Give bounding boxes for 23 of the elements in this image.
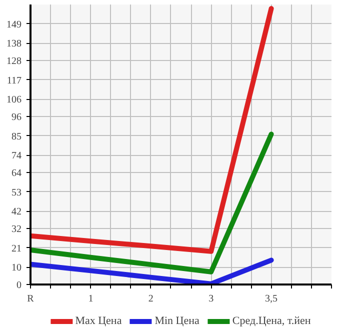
x-tick-label: 3 xyxy=(208,294,214,304)
x-tick-label: 1 xyxy=(88,294,94,304)
y-tick-label: 96 xyxy=(12,112,22,123)
y-tick-label: 53 xyxy=(12,187,22,198)
y-tick-label: 138 xyxy=(6,38,22,50)
y-tick-label: 128 xyxy=(6,56,22,67)
y-tick-label: 21 xyxy=(12,243,22,254)
legend-label: Max Цена xyxy=(75,315,122,327)
x-tick-label: 3,5 xyxy=(265,294,278,304)
y-tick-label: 149 xyxy=(6,19,22,30)
y-tick-label: 10 xyxy=(12,262,22,274)
y-tick-label: 74 xyxy=(12,150,22,162)
legend-label: Min Цена xyxy=(154,315,200,327)
legend-label: Сред.Цена, т.йен xyxy=(232,315,311,327)
y-tick-label: 117 xyxy=(6,75,22,86)
y-tick-label: 85 xyxy=(12,131,22,142)
y-tick-label: 106 xyxy=(6,94,22,106)
x-tick-label: 2 xyxy=(148,294,154,304)
y-tick-label: 0 xyxy=(16,280,22,291)
y-tick-label: 64 xyxy=(12,168,22,179)
y-tick-label: 32 xyxy=(12,224,22,235)
y-tick-label: 42 xyxy=(12,206,22,218)
x-tick-label: R xyxy=(27,294,34,304)
